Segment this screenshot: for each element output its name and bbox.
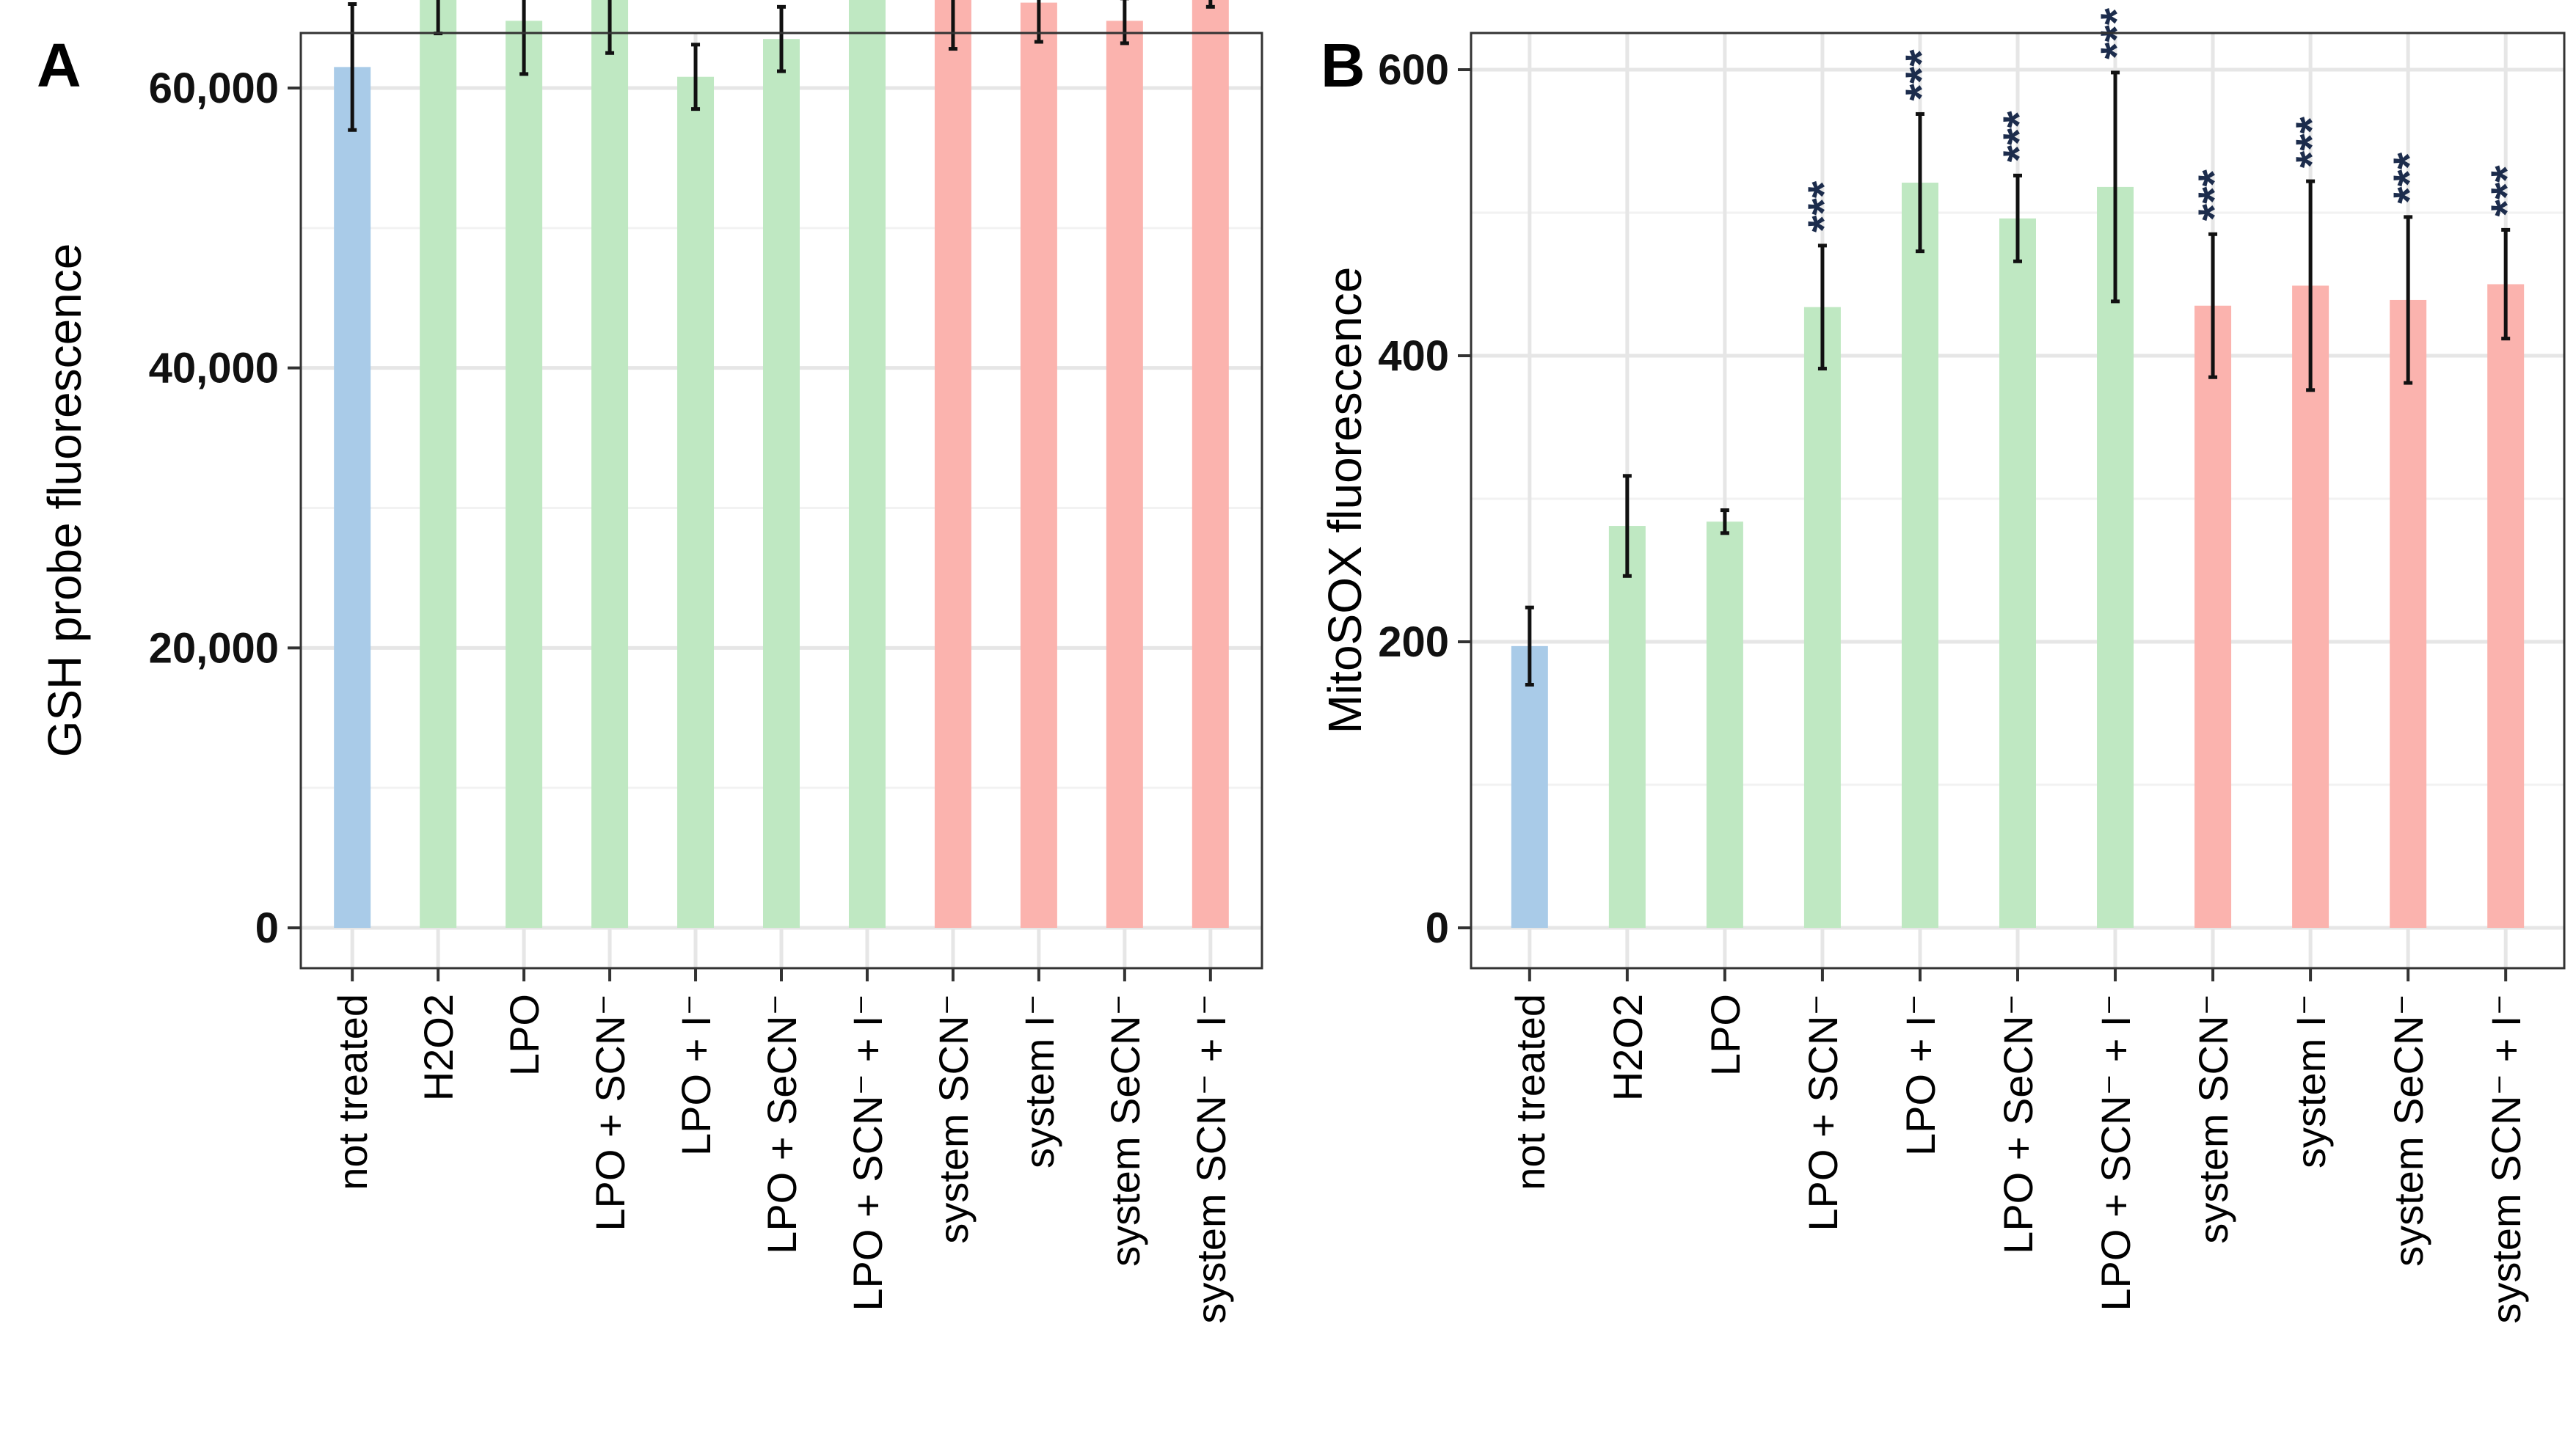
panel-a-bar: [1106, 21, 1143, 928]
panel-a-letter: A: [37, 31, 81, 100]
panel-a-category-label: LPO + SCN⁻: [587, 994, 633, 1231]
panel-a-bar: [848, 0, 886, 928]
panel-b-y-axis-label: MitoSOX fluorescence: [1318, 267, 1371, 734]
panel-b-category-label: system SCN⁻ + I⁻: [2483, 994, 2529, 1324]
panel-a-bar: [420, 0, 457, 928]
panel-b-bar: [1511, 645, 1548, 928]
panel-b-annotations: ********************* ***: [1799, 7, 2531, 233]
panel-a-bar: [677, 76, 715, 929]
panel-a-y-tick-label: 0: [255, 904, 279, 952]
panel-a-category-label: not treated: [329, 994, 376, 1190]
panel-b-bar: [2194, 305, 2232, 928]
panel-b-bar: [1803, 307, 1841, 928]
panel-b-bar: [1706, 521, 1743, 928]
panel-a-y-tick-label: 40,000: [149, 345, 279, 392]
panel-b-bar: [1608, 526, 1646, 928]
panel-a-category-label: LPO + I⁻: [673, 994, 719, 1156]
panel-a-category-label: LPO + SeCN⁻: [759, 994, 805, 1254]
panel-a-category-label: system SeCN⁻: [1102, 994, 1148, 1267]
panel-a-category-label: system SCN⁻: [930, 994, 977, 1244]
panel-a-bar: [763, 39, 800, 928]
panel-a-bar: [1192, 0, 1229, 929]
panel-a-y-tick-label: 60,000: [149, 65, 279, 112]
panel-b-bars: [1511, 183, 2525, 929]
panel-a-category-label: H2O2: [415, 994, 461, 1101]
panel-a-category-label: LPO: [501, 994, 547, 1076]
panel-b-bar: [1999, 218, 2036, 928]
panel-a-bars: [334, 0, 1229, 929]
panel-b-y-tick-label: 400: [1378, 332, 1449, 380]
panel-b-category-label: LPO + I⁻: [1897, 994, 1944, 1156]
panel-b-category-label: LPO + SCN⁻: [1800, 994, 1846, 1231]
panel-a-x-axis: not treated H2O2 LPO LPO + SCN⁻ LPO + I⁻ LPO …: [329, 968, 1234, 1324]
panel-b-letter: B: [1321, 31, 1365, 100]
panel-b-category-label: not treated: [1507, 994, 1553, 1190]
panel-b-y-tick-label: 200: [1378, 618, 1449, 666]
panel-b-significance-stars: ***: [1799, 180, 1848, 233]
panel-b-category-label: LPO: [1702, 994, 1748, 1076]
panel-a-bar: [591, 0, 629, 928]
panel-b-bar: [2097, 186, 2134, 928]
panel-a-errorbars: [348, 0, 1215, 132]
panel-b-x-axis: not treated H2O2 LPO LPO + SCN⁻ LPO + I⁻ LPO …: [1507, 968, 2529, 1324]
panel-b-y-tick-label: 0: [1426, 904, 1449, 952]
panel-a-bar: [1020, 2, 1057, 928]
panel-b-y-tick-label: 600: [1378, 46, 1449, 94]
panel-b-category-label: system I⁻: [2288, 994, 2334, 1168]
panel-b-category-label: LPO + SCN⁻ + I⁻: [2092, 994, 2139, 1311]
panel-a-bar: [506, 21, 543, 928]
panel-a-category-label: system I⁻: [1016, 994, 1062, 1168]
panel-b-significance-stars: ***: [1994, 111, 2043, 163]
panel-b-category-label: system SeCN⁻: [2385, 994, 2431, 1267]
panel-a-category-label: system SCN⁻ + I⁻: [1188, 994, 1234, 1324]
panel-b-category-label: LPO + SeCN⁻: [1995, 994, 2041, 1254]
panel-b-category-label: H2O2: [1605, 994, 1651, 1101]
panel-b-bar: [1901, 183, 1938, 929]
panel-a-y-axis-label: GSH probe fluorescence: [38, 244, 91, 758]
panel-b-significance-stars: ***: [2482, 165, 2531, 217]
panel-b-significance-stars: ***: [1897, 49, 1946, 101]
panel-b-category-label: system SCN⁻: [2190, 994, 2236, 1244]
panel-a-y-tick-label: 20,000: [149, 624, 279, 672]
panel-b-y-axis: 0 200 400 600: [1378, 46, 1471, 952]
panel-a-bar: [334, 67, 371, 928]
panel-b-bar: [2292, 285, 2329, 928]
panel-b-bar: [2487, 284, 2525, 928]
panel-b-significance-stars: ***: [2189, 169, 2239, 222]
panel-b-errorbars: [1525, 70, 2511, 687]
panel-b-significance-stars: ***: [2385, 152, 2434, 204]
panel-b-bar: [2390, 299, 2427, 928]
panel-a-y-axis: 0 20,000 40,000 60,000: [149, 65, 301, 952]
panel-a-category-label: LPO + SCN⁻ + I⁻: [844, 994, 891, 1311]
panel-a: A 0 20,000 40,000 60,000 not treated H2O2 LPO…: [37, 0, 1263, 1324]
panel-a-bar: [934, 0, 971, 928]
panel-b-significance-stars: ***: [2287, 116, 2336, 168]
